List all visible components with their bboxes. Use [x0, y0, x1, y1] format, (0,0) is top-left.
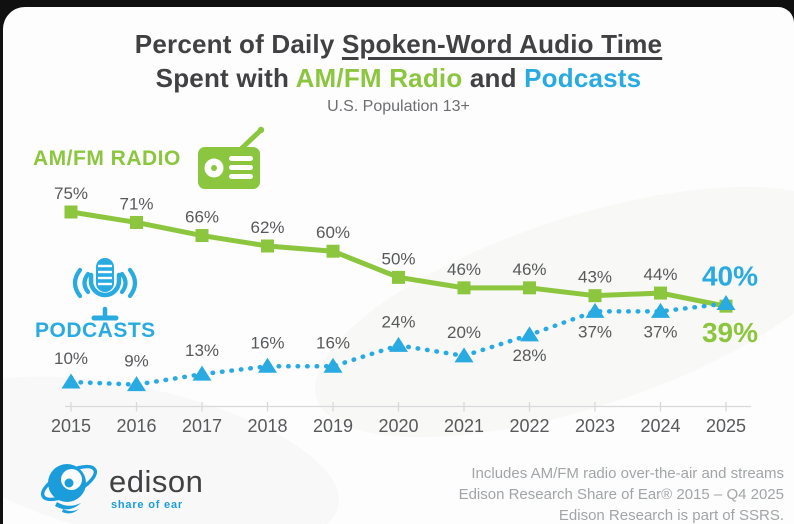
line-chart: 2015 2016 2017 2018 2019 2020 2021 2022 2023 2024… [51, 184, 758, 436]
podcast-data-point [258, 357, 277, 373]
x-axis-year-label: 2019 [313, 416, 353, 436]
x-axis-year-label: 2020 [378, 416, 418, 436]
chart-subtitle: U.S. Population 13+ [327, 98, 470, 115]
data-value-label: 40% [702, 261, 758, 292]
x-axis-year-label: 2017 [182, 416, 222, 436]
podcast-data-point [454, 347, 474, 363]
podcast-data-point [389, 336, 408, 352]
data-value-label: 62% [250, 218, 284, 237]
data-value-label: 20% [447, 323, 481, 342]
podcasts-series-label: PODCASTS [35, 319, 156, 342]
data-value-label: 37% [578, 322, 612, 341]
podcast-data-point [192, 365, 212, 381]
data-value-label: 24% [381, 312, 415, 331]
title-podcasts-phrase: Podcasts [524, 63, 642, 93]
x-axis-year-label: 2023 [575, 416, 615, 436]
title-radio-phrase: AM/FM Radio [295, 63, 463, 93]
data-value-label: 16% [250, 333, 284, 352]
data-value-label: 16% [316, 333, 350, 352]
data-value-label: 10% [54, 349, 88, 368]
chart-card: Percent of Daily Spoken-Word Audio Time … [3, 7, 794, 524]
x-axis-year-label: 2018 [247, 416, 287, 436]
source-note-line1: Includes AM/FM radio over-the-air and st… [471, 465, 784, 482]
share-of-ear-tagline: share of ear [111, 499, 183, 511]
data-value-label: 46% [512, 260, 546, 279]
data-value-label: 37% [643, 322, 677, 341]
x-axis-year-label: 2015 [51, 416, 91, 436]
podcast-data-point [716, 295, 736, 311]
data-value-label: 9% [124, 352, 149, 371]
title-block: Percent of Daily Spoken-Word Audio Time … [3, 27, 794, 116]
radio-data-point [64, 205, 78, 219]
podcast-data-point [520, 326, 539, 342]
podcast-data-point [61, 373, 81, 389]
radio-data-point [654, 286, 667, 300]
edison-logo-mark [40, 464, 98, 514]
x-axis-year-label: 2022 [509, 416, 549, 436]
podcast-data-point [323, 357, 343, 373]
x-axis-year-label: 2021 [444, 416, 484, 436]
data-value-label: 71% [119, 194, 153, 213]
podcast-data-point [651, 302, 670, 318]
x-axis-year-label: 2016 [116, 416, 156, 436]
radio-data-point [326, 244, 340, 258]
data-value-label: 66% [185, 208, 219, 227]
edison-wordmark: edison [109, 464, 204, 499]
source-note-line3: Edison Research is part of SSRS. [558, 507, 784, 524]
radio-data-point [392, 270, 405, 284]
data-value-label: 39% [702, 317, 758, 348]
data-value-label: 28% [512, 346, 546, 365]
data-value-label: 44% [643, 265, 677, 284]
podcast-data-point [585, 302, 605, 318]
edison-logo: edison share of ear [39, 457, 203, 515]
data-value-label: 75% [54, 184, 88, 203]
data-value-label: 43% [578, 268, 612, 287]
podcast-microphone-icon [72, 258, 138, 321]
source-note-line2: Edison Research Share of Ear® 2015 – Q4 … [458, 486, 784, 503]
radio-series-label: AM/FM RADIO [33, 147, 181, 170]
data-value-label: 46% [447, 260, 481, 279]
podcast-data-point [127, 376, 146, 392]
data-value-label: 60% [316, 223, 350, 242]
source-notes: Includes AM/FM radio over-the-air and st… [459, 463, 784, 524]
radio-data-point [195, 229, 209, 243]
data-value-label: 13% [185, 341, 219, 360]
edison-logo-text: edison share of ear [109, 464, 204, 511]
radio-icon [198, 126, 265, 189]
x-axis-year-label: 2025 [706, 416, 746, 436]
radio-data-point [457, 281, 471, 295]
radio-data-point [130, 215, 143, 229]
title-underlined-phrase: Spoken-Word Audio Time [341, 29, 663, 59]
data-value-label: 50% [381, 249, 415, 268]
radio-data-point [588, 289, 602, 303]
x-axis-year-label: 2024 [640, 416, 680, 436]
radio-data-point [261, 239, 274, 253]
chart-title-line1: Percent of Daily Spoken-Word Audio Time [134, 29, 663, 59]
chart-title-line2: Spent with AM/FM Radio and Podcasts [155, 63, 642, 93]
radio-data-point [523, 281, 536, 295]
